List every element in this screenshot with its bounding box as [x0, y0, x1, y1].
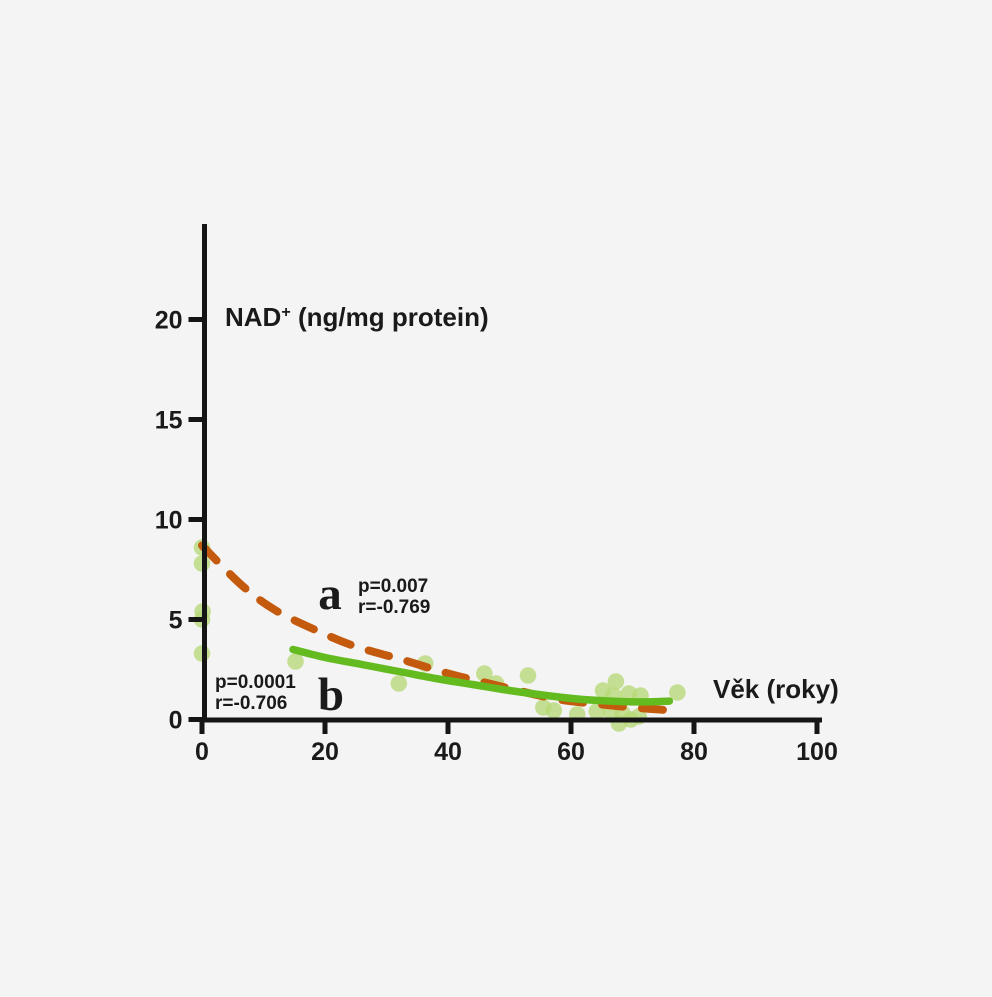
scatter-point [607, 673, 625, 690]
scatter-point [669, 684, 686, 701]
x-tick-label: 100 [796, 738, 838, 766]
scatter-point [545, 702, 563, 719]
y-axis-title: NAD+ (ng/mg protein) [225, 302, 489, 332]
y-tick-label: 20 [155, 307, 183, 335]
curve-a-stat-p: p=0.007 [358, 576, 428, 597]
curve-b-stat-p: p=0.0001 [215, 672, 296, 693]
y-tick-label: 0 [169, 707, 183, 735]
x-axis-title: Věk (roky) [713, 674, 839, 704]
x-tick-label: 20 [311, 738, 339, 766]
curve-a-stat-r: r=-0.769 [358, 597, 430, 618]
curve-b-label: b [318, 669, 344, 721]
scatter-point [390, 675, 408, 692]
x-tick-label: 80 [680, 738, 708, 766]
scatter-point [519, 667, 537, 684]
y-tick-label: 15 [155, 407, 183, 435]
curve-a-path [198, 541, 677, 715]
x-tick-label: 60 [557, 738, 585, 766]
curve-a-label: a [318, 568, 342, 620]
scatter-point [287, 653, 304, 670]
y-tick-label: 5 [169, 607, 183, 635]
x-tick-label: 40 [434, 738, 462, 766]
curve-b-path [289, 645, 674, 706]
x-tick-label: 0 [195, 738, 209, 766]
curve-b-stat-r: r=-0.706 [215, 693, 287, 714]
y-tick-label: 10 [155, 507, 183, 535]
scatter-point [476, 665, 493, 682]
